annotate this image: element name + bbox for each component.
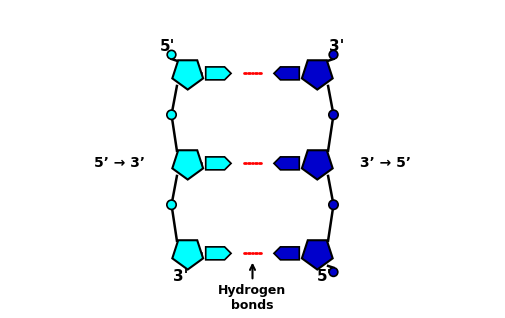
Text: 3’ → 5’: 3’ → 5’ (360, 156, 411, 170)
Text: 3': 3' (329, 39, 345, 54)
Text: 3': 3' (173, 269, 188, 284)
Polygon shape (172, 60, 203, 90)
Circle shape (167, 50, 176, 59)
Polygon shape (206, 157, 231, 170)
Polygon shape (206, 247, 231, 260)
Circle shape (167, 200, 176, 210)
Polygon shape (274, 157, 299, 170)
Circle shape (329, 50, 338, 59)
Polygon shape (274, 67, 299, 80)
Polygon shape (302, 150, 333, 180)
Circle shape (329, 110, 338, 120)
Circle shape (329, 200, 338, 210)
Polygon shape (274, 247, 299, 260)
Circle shape (167, 110, 176, 120)
Text: Hydrogen
bonds: Hydrogen bonds (218, 265, 287, 312)
Polygon shape (172, 150, 203, 180)
Polygon shape (172, 240, 203, 270)
Polygon shape (206, 67, 231, 80)
Text: 5': 5' (317, 269, 332, 284)
Text: 5': 5' (160, 39, 176, 54)
Circle shape (329, 268, 338, 276)
Polygon shape (302, 60, 333, 90)
Text: 5’ → 3’: 5’ → 3’ (94, 156, 145, 170)
Polygon shape (302, 240, 333, 270)
